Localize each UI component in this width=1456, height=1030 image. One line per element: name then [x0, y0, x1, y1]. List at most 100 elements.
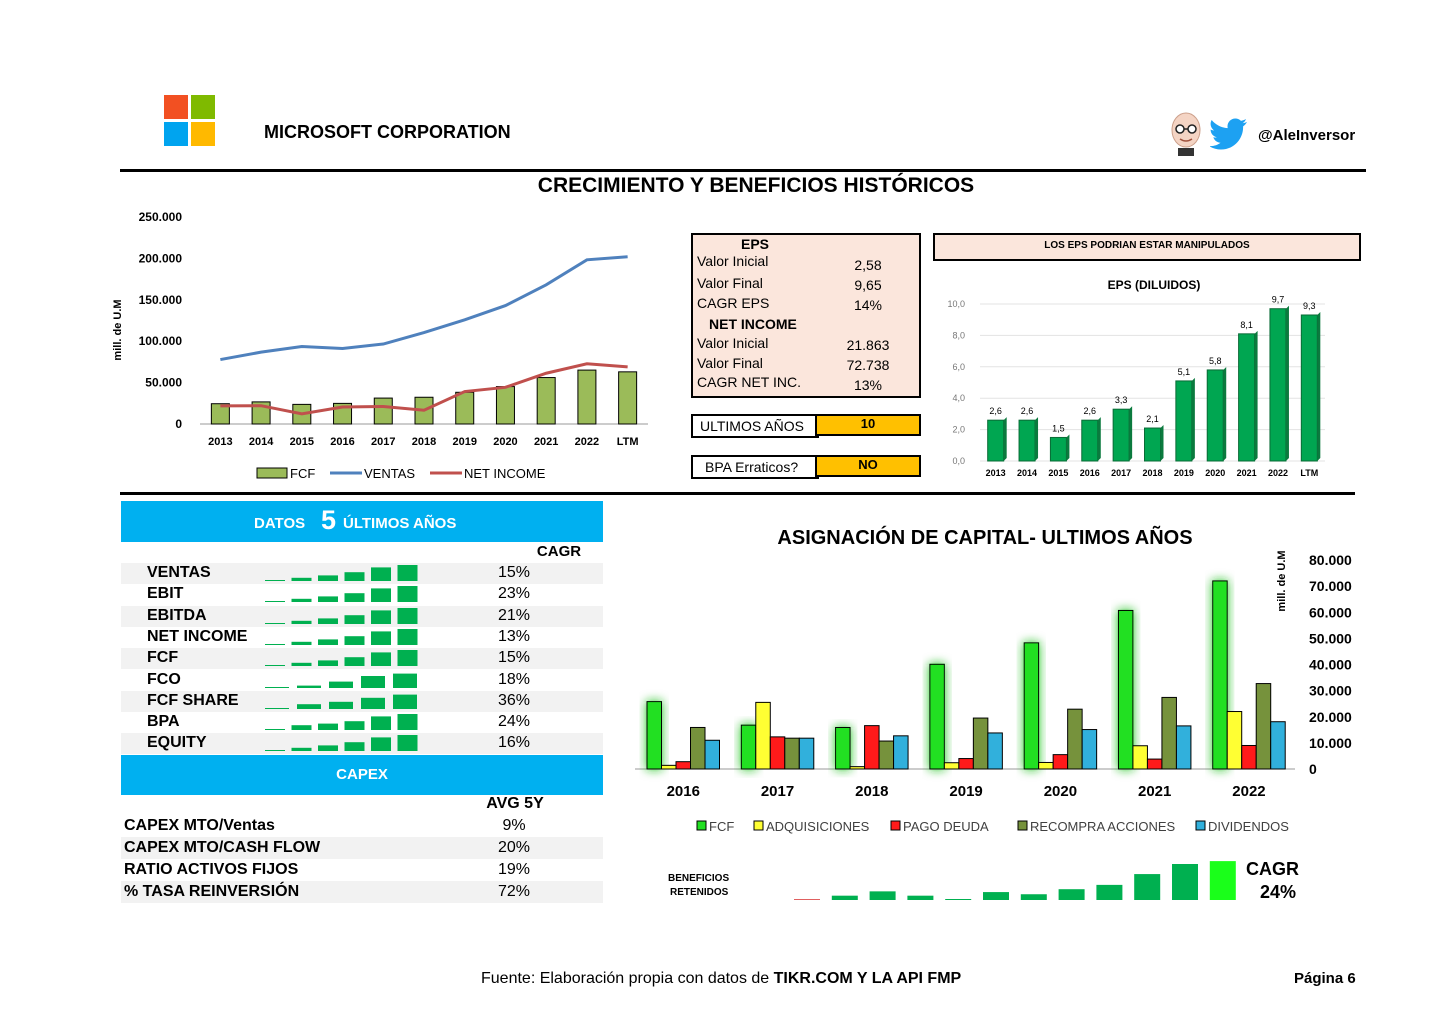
row-cagr-value: 21% — [497, 606, 531, 624]
sparkline-bars — [265, 714, 418, 731]
eps-bar — [1049, 436, 1067, 462]
eps-bar-side — [1191, 377, 1195, 461]
sparkline-bar — [393, 694, 417, 709]
adquisiciones-bar — [1226, 711, 1243, 770]
bpa-erraticos-value: NO — [815, 455, 921, 477]
row-label: FCF SHARE — [147, 691, 239, 709]
dividendos-bar — [1270, 721, 1286, 770]
five-year-row: BPA 24% — [121, 712, 603, 733]
x-tick-label: 2022 — [1232, 783, 1265, 800]
adquisiciones-bar — [661, 764, 677, 770]
legend-swatch — [1017, 820, 1028, 831]
ni-row-value: 72.738 — [846, 357, 890, 373]
y-tick-label: 50.000 — [1309, 630, 1352, 646]
sparkline-bar — [318, 660, 338, 667]
twitter-handle[interactable]: @AleInversor — [1258, 127, 1356, 144]
y-tick-label: 0 — [175, 417, 182, 431]
logo-green-square — [191, 95, 215, 119]
microsoft-logo — [164, 95, 216, 147]
sparkline-bar — [291, 725, 312, 731]
ultimos-anos-text: ULTIMOS AÑOS — [700, 418, 804, 434]
x-tick-label: 2018 — [412, 436, 436, 448]
eps-row-value: 2,58 — [854, 257, 882, 273]
x-tick-label: 2018 — [855, 783, 888, 800]
recompra-acciones-bar — [1067, 708, 1083, 770]
ultimos-anos-label: ULTIMOS AÑOS — [691, 414, 819, 438]
five-year-row: FCF SHARE 36% — [121, 690, 603, 712]
eps-summary-box: EPS Valor Inicial 2,58 Valor Final 9,65 … — [691, 233, 921, 398]
sparkline-bar — [265, 665, 285, 667]
capex-row: RATIO ACTIVOS FIJOS 19% — [121, 859, 603, 881]
fcf-bar — [495, 386, 515, 425]
sparkline-bar — [318, 575, 338, 581]
eps-data-label: 2,6 — [989, 406, 1002, 416]
x-tick-label: 2013 — [986, 468, 1006, 478]
page-number: Página 6 — [1294, 970, 1356, 987]
adquisiciones-bar — [755, 701, 771, 770]
sparkline-bar — [318, 745, 338, 752]
eps-data-label: 8,1 — [1240, 320, 1253, 330]
eps-data-label: 1,5 — [1052, 423, 1065, 433]
row-label: NET INCOME — [147, 627, 248, 645]
sparkline-bar — [371, 737, 391, 752]
top-divider — [120, 169, 1366, 172]
x-tick-label: 2015 — [290, 436, 314, 448]
eps-row-value: 14% — [853, 297, 883, 313]
five-year-row: FCO 18% — [121, 670, 603, 691]
x-tick-label: 2016 — [1080, 468, 1100, 478]
footer-source: Fuente: Elaboración propia con datos de … — [481, 970, 961, 988]
sparkline-bar — [361, 675, 385, 688]
sparkline-bar — [318, 617, 338, 624]
capex-band-label: CAPEX — [336, 766, 388, 783]
capex-row: CAPEX MTO/CASH FLOW 20% — [121, 837, 603, 859]
y-tick-label: 10.000 — [1309, 735, 1352, 751]
y-tick-label: 2,0 — [952, 425, 965, 435]
adquisiciones-bar — [849, 766, 866, 770]
twitter-icon[interactable] — [1209, 118, 1248, 150]
x-tick-label: 2016 — [667, 783, 700, 800]
y-tick-label: 150.000 — [139, 293, 183, 307]
retained-earnings-bars — [794, 861, 1236, 900]
middle-divider — [120, 492, 1355, 495]
legend-fcf-swatch — [256, 467, 288, 479]
y-tick-label: 70.000 — [1309, 578, 1352, 594]
five-year-band-number: 5 — [321, 505, 337, 535]
y-tick-label: 6,0 — [952, 362, 965, 372]
ni-row-value: 21.863 — [846, 337, 890, 353]
x-tick-label: 2019 — [1174, 468, 1194, 478]
dividendos-bar — [1081, 729, 1098, 770]
x-tick-label: 2021 — [1138, 783, 1171, 800]
sparkline-bar — [297, 703, 321, 709]
fcf-bar — [536, 377, 556, 425]
sparkline-bars — [265, 735, 418, 752]
eps-bar — [1144, 427, 1161, 462]
sparkline-bar — [318, 723, 338, 731]
legend-swatch — [696, 820, 707, 831]
eps-title: EPS — [741, 236, 770, 252]
sparkline-bar — [344, 742, 365, 752]
sparkline-bar — [344, 721, 365, 731]
sparkline-bar — [344, 572, 365, 581]
x-tick-label: 2020 — [1205, 468, 1225, 478]
eps-chart: EPS (DILUIDOS) 10,0 8,0 6,0 4,0 2,0 0,0 2,6 20… — [947, 278, 1325, 478]
ventas-line — [220, 255, 628, 362]
eps-data-label: 2,1 — [1146, 414, 1159, 424]
y-tick-label: 20.000 — [1309, 709, 1352, 725]
eps-row-label: CAGR EPS — [697, 295, 770, 311]
sparkline-bar — [265, 580, 285, 581]
ni-row-label: CAGR NET INC. — [697, 374, 801, 390]
eps-bar — [1206, 369, 1224, 462]
x-tick-label: 2019 — [949, 783, 982, 800]
x-tick-label: 2020 — [493, 436, 517, 448]
five-year-row: NET INCOME 13% — [121, 627, 603, 648]
sparkline-bar — [397, 650, 418, 667]
bpa-erraticos-text: BPA Erraticos? — [705, 459, 799, 475]
sparkline-bar — [291, 662, 312, 667]
adquisiciones-bar — [943, 762, 960, 770]
five-year-row: EQUITY 16% — [121, 733, 603, 755]
sparkline-bar — [291, 641, 312, 645]
retained-bar — [869, 891, 896, 900]
eps-bar-side — [1285, 305, 1289, 461]
sparkline-bar — [291, 748, 312, 752]
eps-chart-title: EPS (DILUIDOS) — [1108, 278, 1201, 292]
